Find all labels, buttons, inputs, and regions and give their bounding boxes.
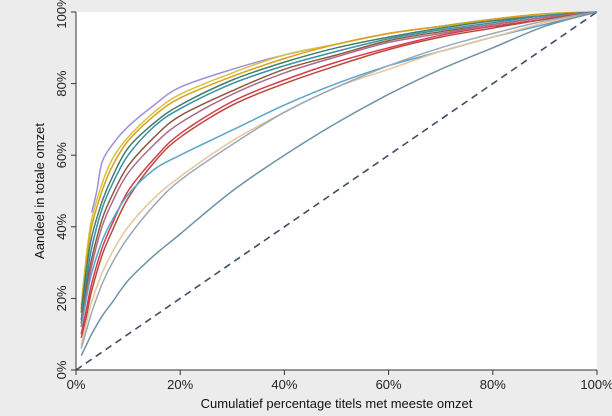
series-layer: [80, 11, 598, 357]
x-tick-label: 40%: [271, 377, 297, 392]
y-tick-label: 100%: [54, 0, 69, 29]
x-tick-label: 0%: [67, 377, 86, 392]
y-tick-label: 60%: [54, 142, 69, 168]
y-axis-title: Aandeel in totale omzet: [32, 123, 47, 259]
series-line-4: [80, 11, 598, 313]
series-line-12: [80, 11, 598, 349]
series-line-9: [80, 11, 598, 338]
axis-layer: 0% 20% 40% 60% 80% 100% 0% 20% 40% 60% 80% 100%: [54, 0, 612, 392]
series-line-3: [80, 11, 598, 310]
y-tick-label: 40%: [54, 213, 69, 239]
series-line-11: [80, 11, 598, 346]
y-tick-label: 20%: [54, 285, 69, 311]
x-tick-label: 60%: [376, 377, 402, 392]
series-line-8: [80, 11, 598, 335]
x-tick-label: 20%: [167, 377, 193, 392]
series-line-7: [80, 11, 598, 328]
x-tick-label: 80%: [480, 377, 506, 392]
y-tick-label: 0%: [54, 360, 69, 379]
series-line-5: [80, 11, 598, 321]
y-tick-label: 80%: [54, 70, 69, 96]
x-tick-label: 100%: [580, 377, 612, 392]
series-line-6: [80, 11, 598, 324]
reference-line-layer: [75, 11, 598, 371]
x-axis-title: Cumulatief percentage titels met meeste …: [201, 396, 473, 411]
reference-diagonal-line: [75, 11, 598, 371]
series-line-13: [80, 11, 598, 357]
